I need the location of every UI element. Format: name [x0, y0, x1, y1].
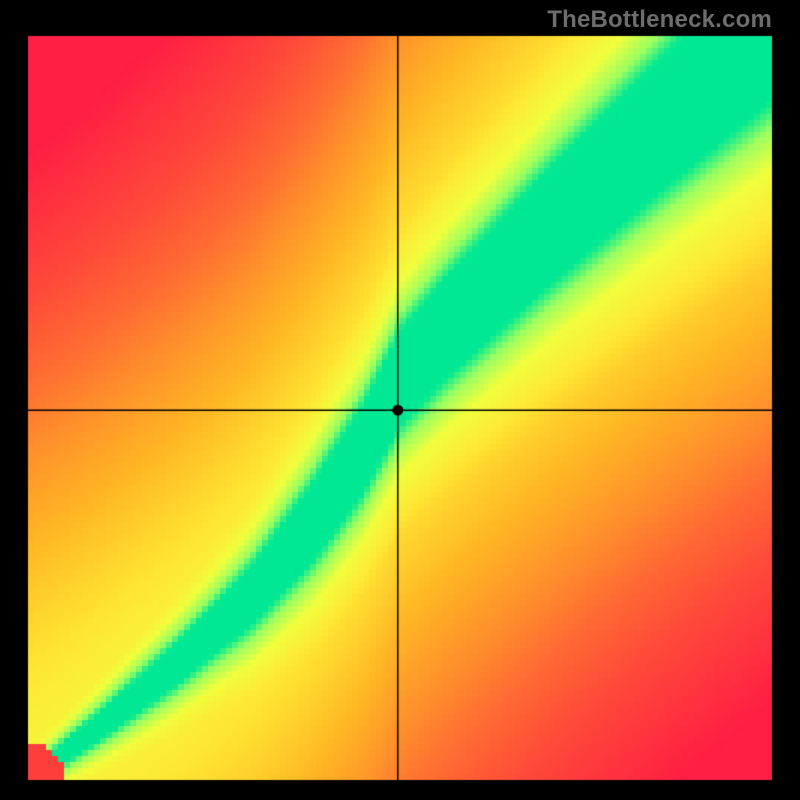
chart-container: TheBottleneck.com: [0, 0, 800, 800]
bottleneck-heatmap-canvas: [0, 0, 800, 800]
watermark-text: TheBottleneck.com: [547, 6, 772, 34]
